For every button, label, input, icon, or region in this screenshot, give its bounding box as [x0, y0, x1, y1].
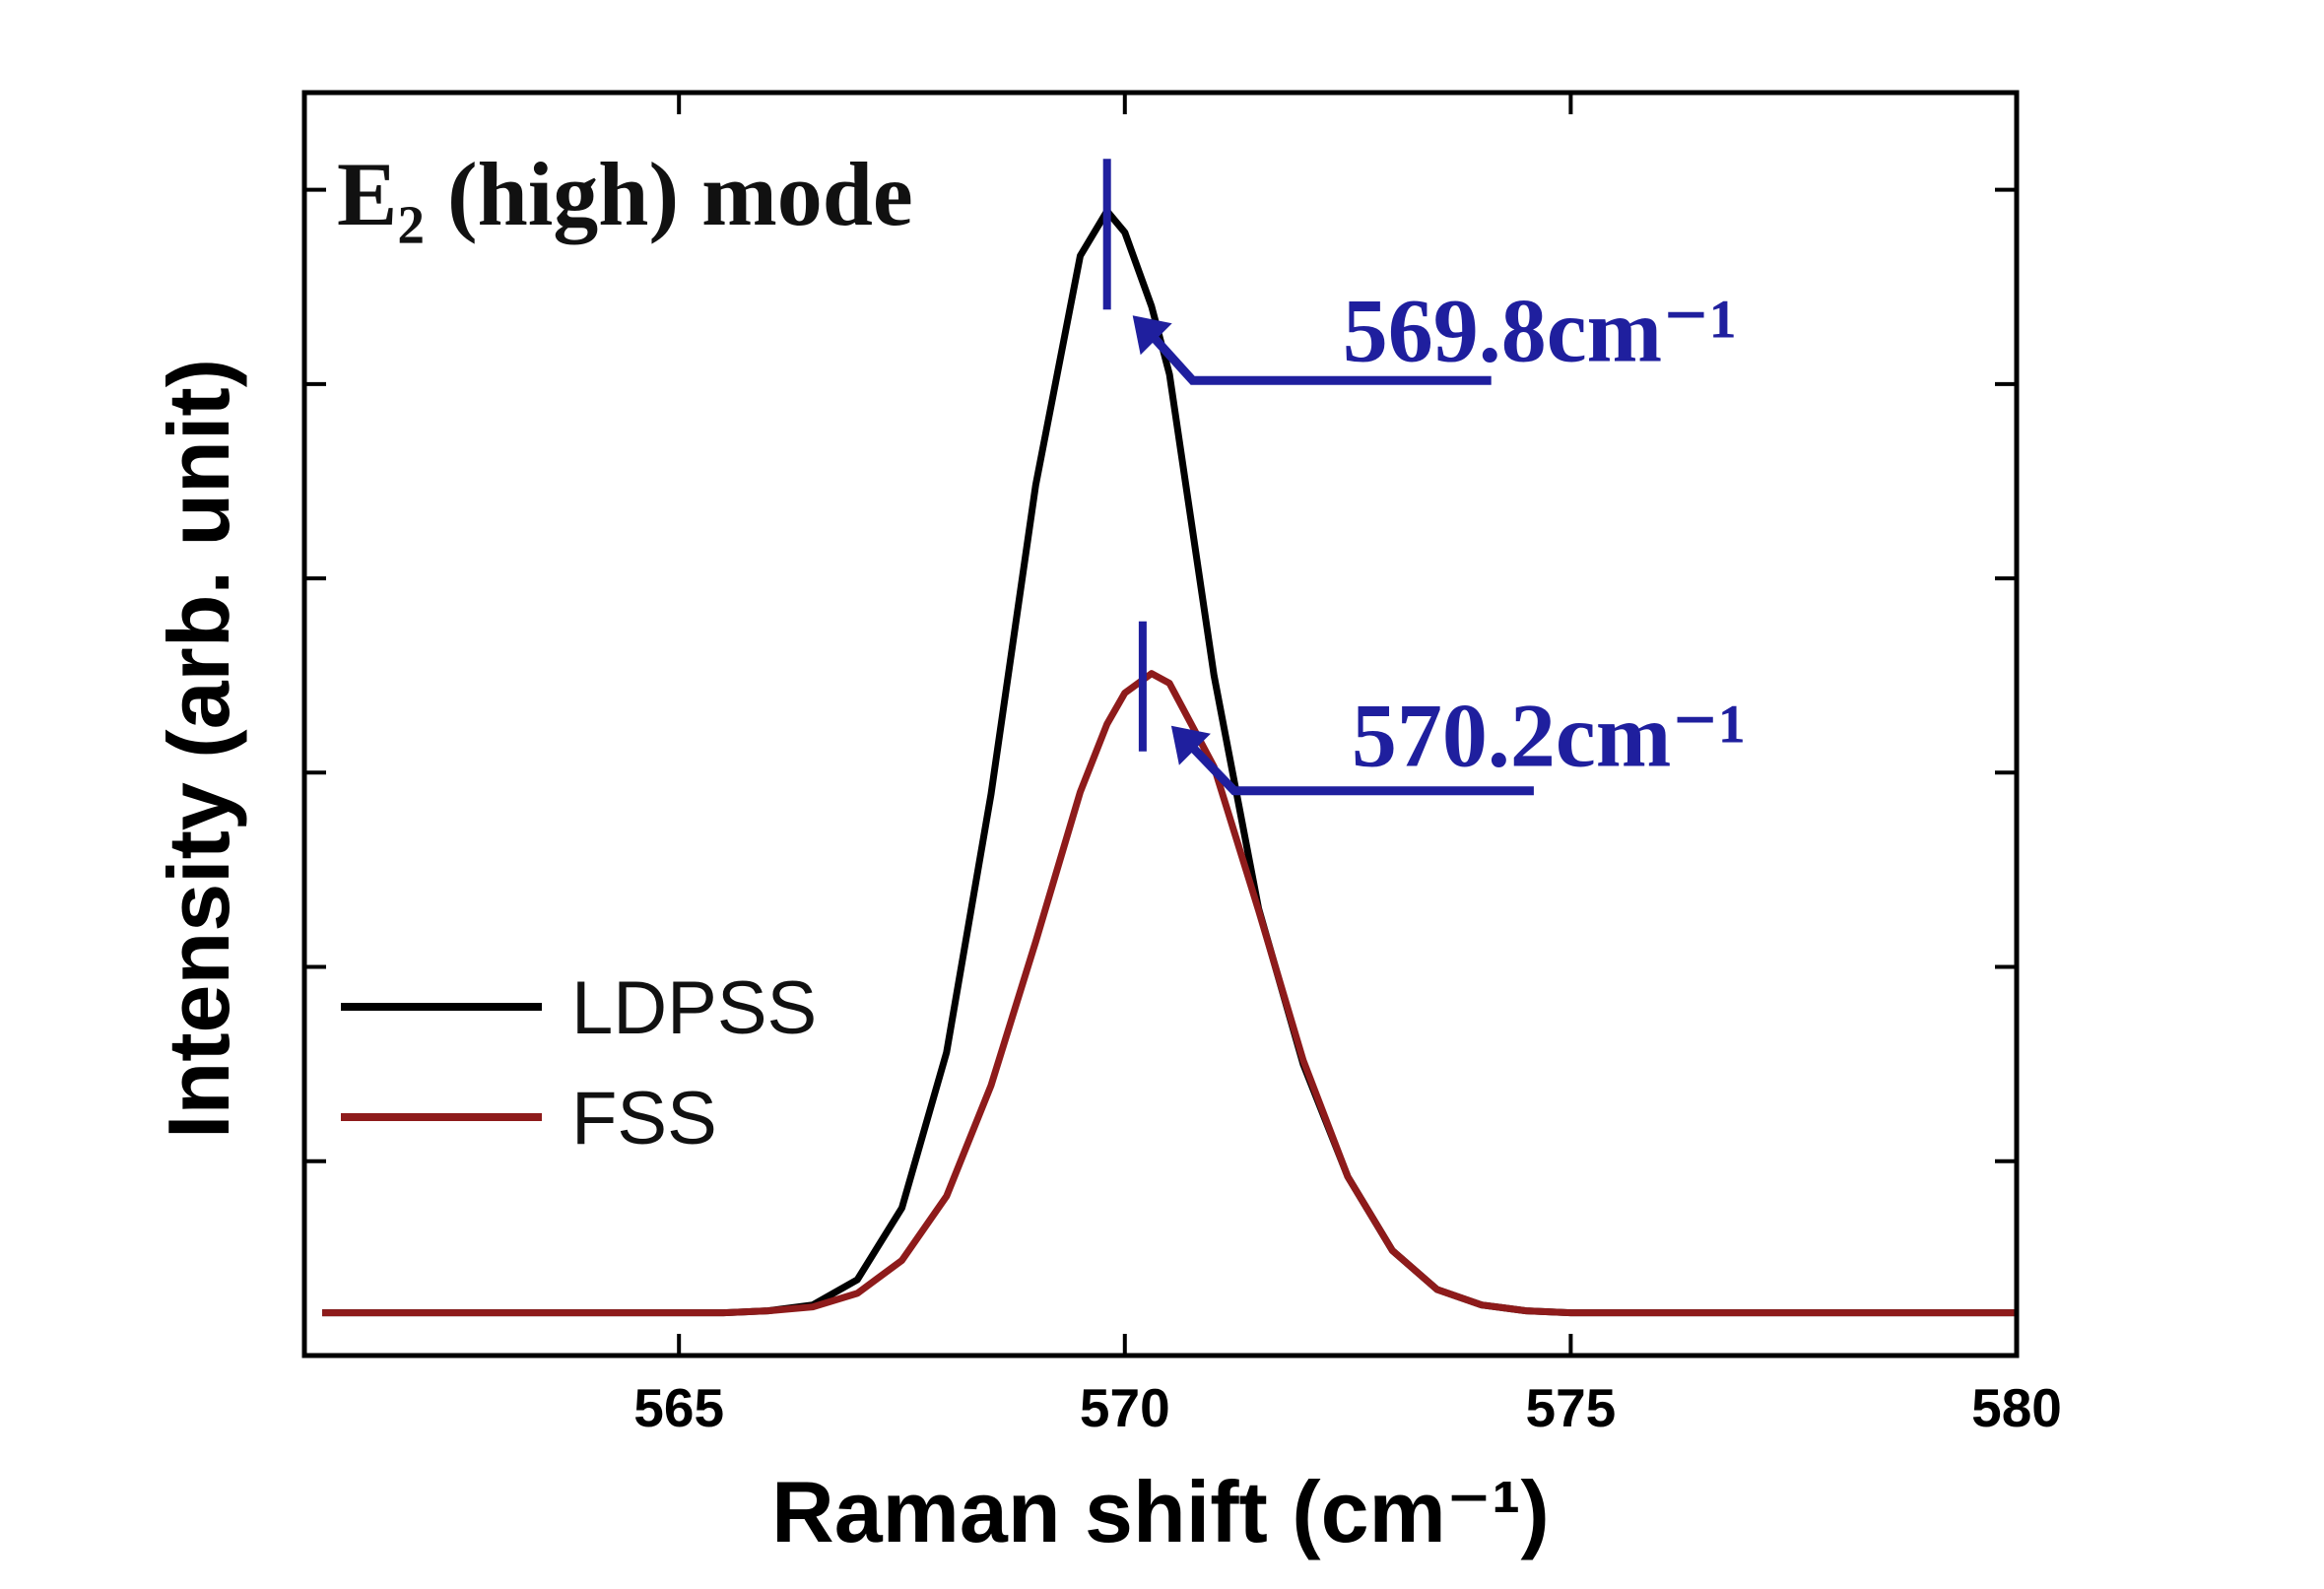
annotation-arrow [1181, 736, 1534, 796]
x-tick-label: 575 [1526, 1377, 1617, 1438]
series-line [322, 670, 2017, 1317]
legend-label: FSS [571, 1077, 717, 1160]
y-axis-title: Intensity (arb. unit) [150, 359, 247, 1139]
x-tick-label: 565 [633, 1377, 724, 1438]
x-tick-label: 570 [1080, 1377, 1170, 1438]
x-axis-title: Raman shift (cm⁻¹) [771, 1463, 1550, 1560]
annotation-label: 569.8cm⁻¹ [1343, 280, 1738, 380]
legend-label: LDPSS [571, 966, 817, 1050]
annotation-label: 570.2cm⁻¹ [1352, 686, 1747, 786]
x-tick-label: 580 [1971, 1377, 2062, 1438]
annotation-arrow [1143, 326, 1492, 385]
arrow-head [1132, 315, 1172, 356]
arrow-head [1170, 725, 1211, 765]
plot-frame [301, 90, 2020, 1358]
annotation-title: E₂ (high) mode [337, 144, 913, 244]
